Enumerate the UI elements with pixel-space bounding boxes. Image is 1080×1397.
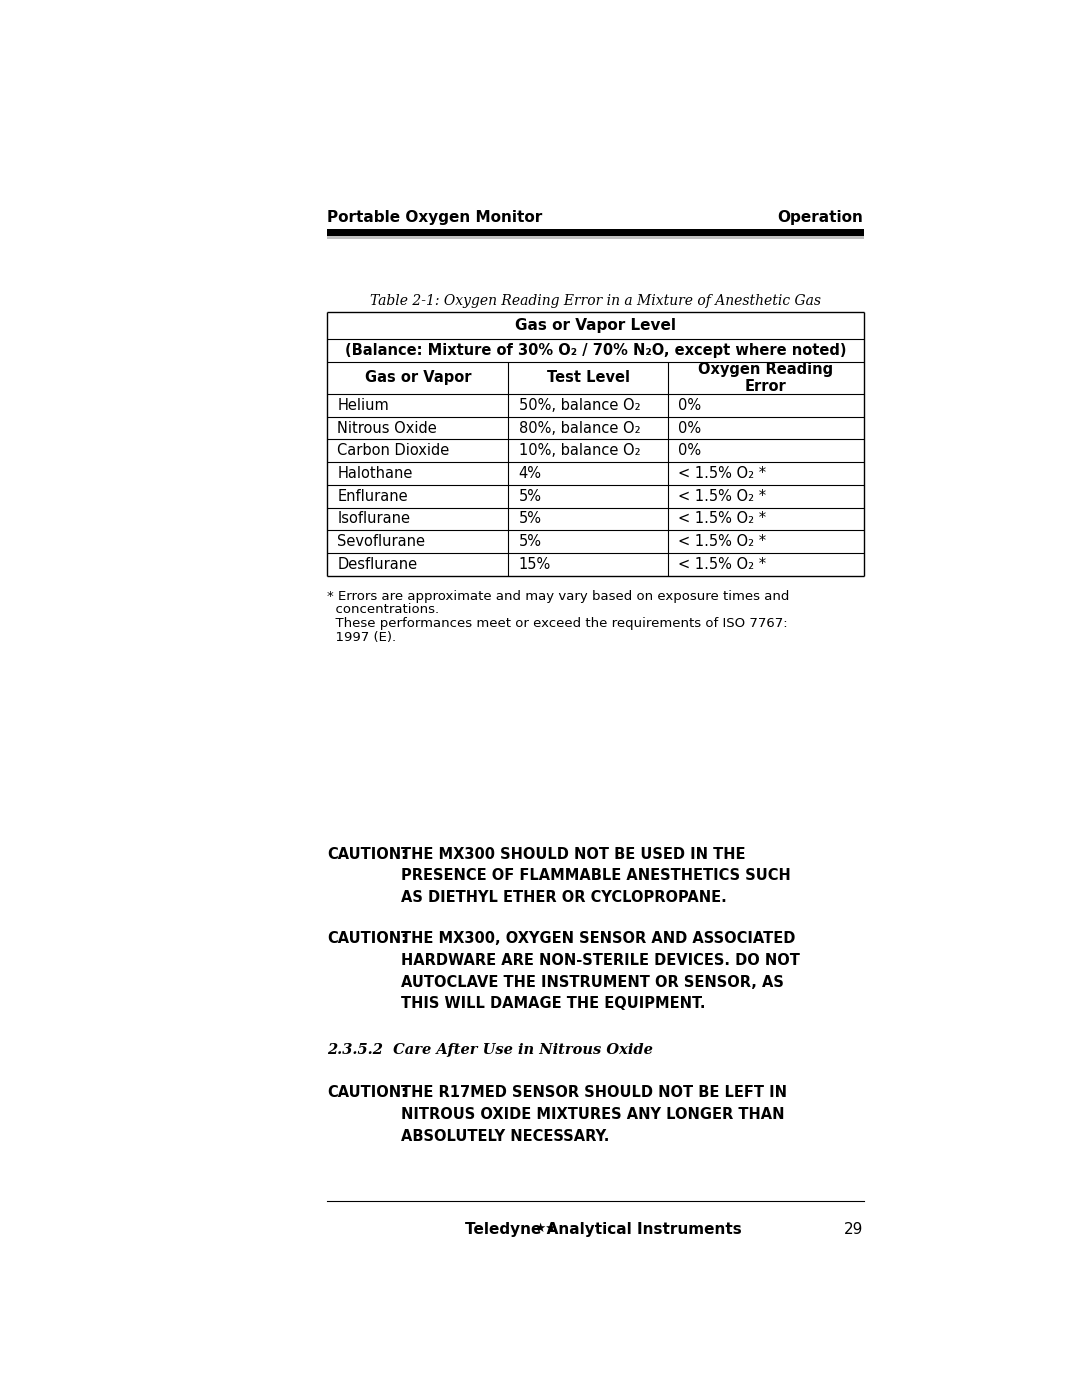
Text: < 1.5% O₂ *: < 1.5% O₂ * [678, 489, 767, 504]
Text: 5%: 5% [518, 534, 541, 549]
Text: Table 2-1: Oxygen Reading Error in a Mixture of Anesthetic Gas: Table 2-1: Oxygen Reading Error in a Mix… [369, 293, 821, 307]
Text: CAUTION:: CAUTION: [327, 932, 407, 947]
Text: 1997 (E).: 1997 (E). [327, 631, 396, 644]
Bar [327, 236, 864, 239]
Text: 29: 29 [845, 1222, 864, 1236]
Text: Isoflurane: Isoflurane [337, 511, 410, 527]
Text: Oxygen Reading
Error: Oxygen Reading Error [699, 362, 834, 394]
Text: < 1.5% O₂ *: < 1.5% O₂ * [678, 557, 767, 571]
Text: Test Level: Test Level [546, 370, 630, 386]
Text: Desflurane: Desflurane [337, 557, 417, 571]
Bar [327, 229, 864, 236]
Text: (Balance: Mixture of 30% O₂ / 70% N₂O, except where noted): (Balance: Mixture of 30% O₂ / 70% N₂O, e… [345, 342, 846, 358]
Text: 10%, balance O₂: 10%, balance O₂ [518, 443, 640, 458]
Text: Helium: Helium [337, 398, 389, 414]
Text: Teledyne Analytical Instruments: Teledyne Analytical Instruments [464, 1222, 742, 1236]
Text: CAUTION:: CAUTION: [327, 1085, 407, 1101]
Text: 0%: 0% [678, 420, 702, 436]
Text: concentrations.: concentrations. [327, 604, 440, 616]
Text: * Errors are approximate and may vary based on exposure times and: * Errors are approximate and may vary ba… [327, 590, 789, 602]
Text: Portable Oxygen Monitor: Portable Oxygen Monitor [327, 211, 542, 225]
Text: CAUTION:: CAUTION: [327, 847, 407, 862]
Text: Nitrous Oxide: Nitrous Oxide [337, 420, 437, 436]
Text: 0%: 0% [678, 398, 702, 414]
Text: 15%: 15% [518, 557, 551, 571]
Text: Operation: Operation [778, 211, 864, 225]
Text: 0%: 0% [678, 443, 702, 458]
Text: Carbon Dioxide: Carbon Dioxide [337, 443, 449, 458]
Text: THE MX300, OXYGEN SENSOR AND ASSOCIATED
HARDWARE ARE NON-STERILE DEVICES. DO NOT: THE MX300, OXYGEN SENSOR AND ASSOCIATED … [401, 932, 799, 1011]
Text: 4%: 4% [518, 467, 541, 481]
Text: Halothane: Halothane [337, 467, 413, 481]
Text: These performances meet or exceed the requirements of ISO 7767:: These performances meet or exceed the re… [327, 617, 787, 630]
Text: 5%: 5% [518, 511, 541, 527]
Text: ★★: ★★ [535, 1222, 556, 1235]
Text: < 1.5% O₂ *: < 1.5% O₂ * [678, 467, 767, 481]
Text: THE MX300 SHOULD NOT BE USED IN THE
PRESENCE OF FLAMMABLE ANESTHETICS SUCH
AS DI: THE MX300 SHOULD NOT BE USED IN THE PRES… [401, 847, 791, 905]
Text: Gas or Vapor: Gas or Vapor [365, 370, 471, 386]
Text: 50%, balance O₂: 50%, balance O₂ [518, 398, 640, 414]
Text: 2.3.5.2  Care After Use in Nitrous Oxide: 2.3.5.2 Care After Use in Nitrous Oxide [327, 1044, 653, 1058]
Text: 5%: 5% [518, 489, 541, 504]
Text: Sevoflurane: Sevoflurane [337, 534, 426, 549]
Text: 80%, balance O₂: 80%, balance O₂ [518, 420, 640, 436]
Text: THE R17MED SENSOR SHOULD NOT BE LEFT IN
NITROUS OXIDE MIXTURES ANY LONGER THAN
A: THE R17MED SENSOR SHOULD NOT BE LEFT IN … [401, 1085, 787, 1144]
Text: Gas or Vapor Level: Gas or Vapor Level [515, 319, 676, 332]
Text: Enflurane: Enflurane [337, 489, 408, 504]
Text: < 1.5% O₂ *: < 1.5% O₂ * [678, 511, 767, 527]
Text: < 1.5% O₂ *: < 1.5% O₂ * [678, 534, 767, 549]
